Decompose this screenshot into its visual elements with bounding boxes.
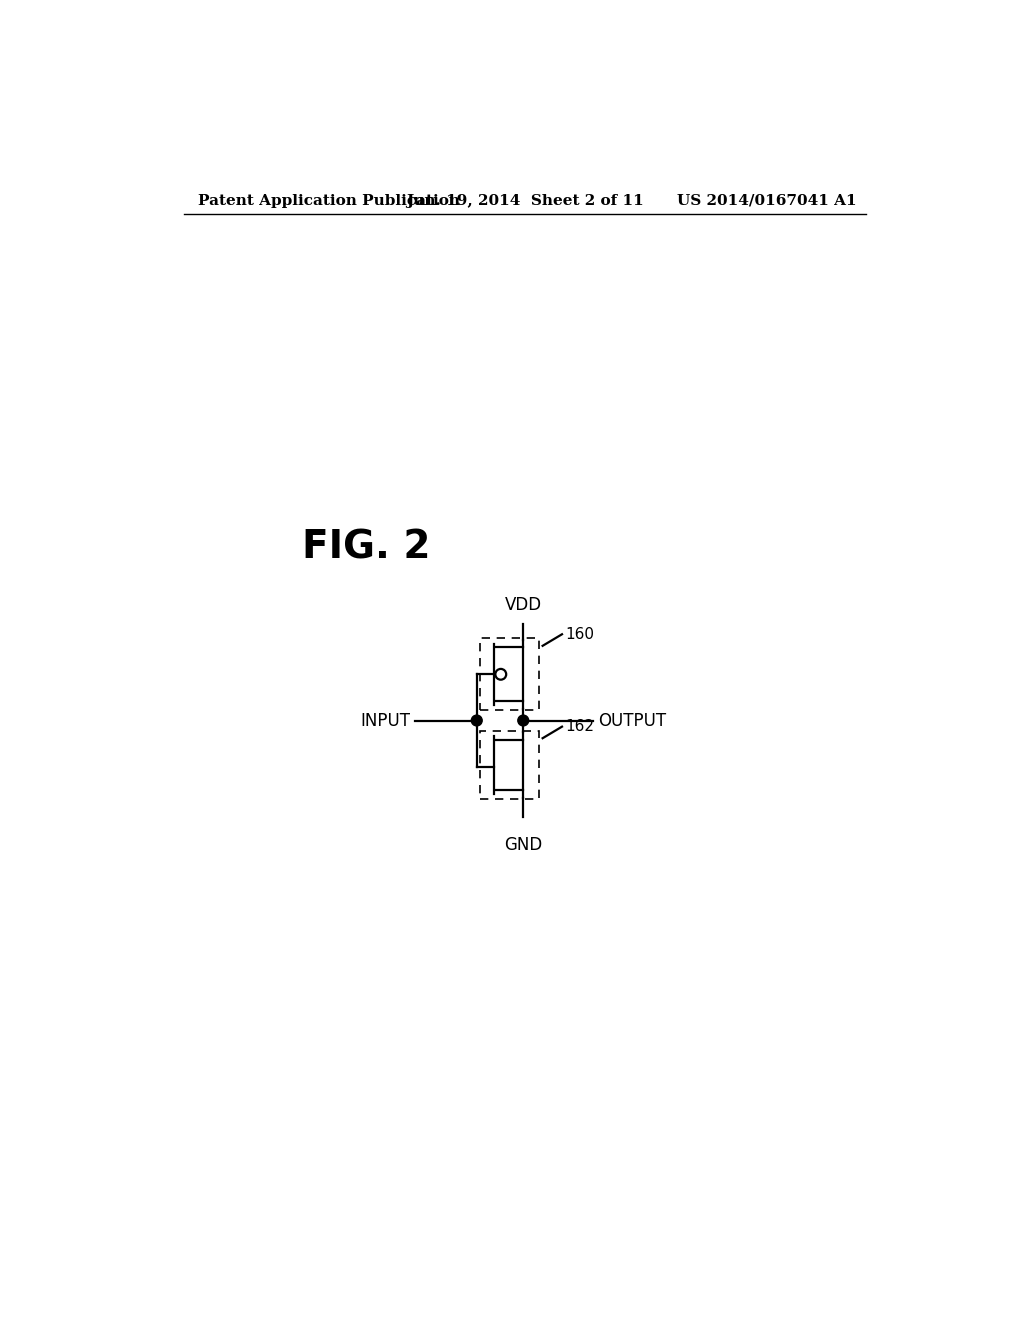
- Text: INPUT: INPUT: [360, 711, 410, 730]
- Text: 162: 162: [565, 719, 594, 734]
- Text: Patent Application Publication: Patent Application Publication: [198, 194, 460, 207]
- Text: VDD: VDD: [505, 597, 542, 614]
- Text: US 2014/0167041 A1: US 2014/0167041 A1: [677, 194, 856, 207]
- Text: Jun. 19, 2014  Sheet 2 of 11: Jun. 19, 2014 Sheet 2 of 11: [406, 194, 644, 207]
- Bar: [480, 638, 539, 710]
- Text: FIG. 2: FIG. 2: [302, 528, 431, 566]
- Text: GND: GND: [504, 836, 543, 854]
- Text: OUTPUT: OUTPUT: [598, 711, 666, 730]
- Circle shape: [518, 715, 528, 726]
- Circle shape: [471, 715, 482, 726]
- Bar: [480, 730, 539, 799]
- Text: 160: 160: [565, 627, 594, 642]
